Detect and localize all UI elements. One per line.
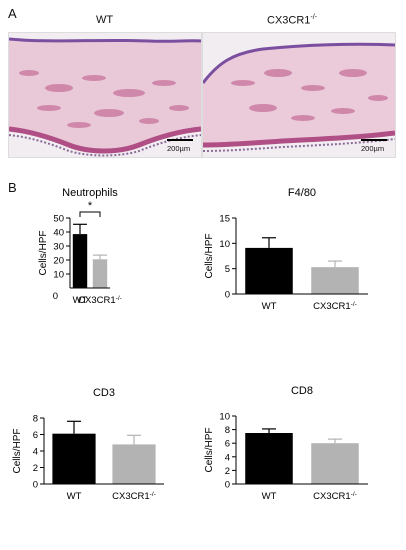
y-tick-label: 10 xyxy=(219,412,230,423)
tissue-section-wt-image xyxy=(9,33,201,157)
x-category-label: WT xyxy=(262,491,277,502)
y-tick-label: 5 xyxy=(225,264,230,275)
chart-cd8: CD8 Cells/HPF 0 2 4 6 8 10 WT CX3CR1-/- xyxy=(204,385,368,503)
y-tick-label: 10 xyxy=(53,270,64,281)
x-category-label: WT xyxy=(262,301,277,312)
y-tick-label-zero: 0 xyxy=(53,291,58,302)
y-axis-label: Cells/HPF xyxy=(204,233,215,278)
x-category-label: WT xyxy=(73,295,88,306)
bar-0 xyxy=(72,234,88,288)
y-tick-label: 8 xyxy=(225,425,230,436)
y-tick-label: 20 xyxy=(53,256,64,267)
bar-0 xyxy=(245,433,293,484)
y-tick-label: 30 xyxy=(53,242,64,253)
x-category-label: WT xyxy=(67,491,82,502)
chart-cd3: CD3 Cells/HPF 0 2 4 6 8 WT CX3CR1-/- xyxy=(12,387,164,503)
y-tick-label: 6 xyxy=(225,439,230,450)
chart-title: CD8 xyxy=(291,385,313,397)
chart-title: F4/80 xyxy=(288,187,316,199)
y-tick-label: 0 xyxy=(33,480,38,491)
bar-1 xyxy=(112,444,156,484)
bar-1 xyxy=(311,443,359,484)
y-tick-label: 15 xyxy=(219,214,230,225)
chart-title: Neutrophils xyxy=(62,187,118,199)
micrograph-ko-label: CX3CR1-/- xyxy=(267,14,318,27)
y-tick-label: 50 xyxy=(53,214,64,225)
y-tick-label: 10 xyxy=(219,239,230,250)
y-tick-label: 0 xyxy=(225,480,230,491)
tissue-section-ko-image xyxy=(203,33,395,157)
x-category-label: CX3CR1-/- xyxy=(313,491,357,503)
scale-bar-label-ko: 200µm xyxy=(361,144,385,153)
micrograph-wt-label: WT xyxy=(96,14,114,26)
scale-bar-label-wt: 200µm xyxy=(167,144,191,153)
y-tick-label: 0 xyxy=(225,290,230,301)
x-category-label: CX3CR1-/- xyxy=(112,491,156,503)
y-tick-label: 2 xyxy=(225,466,230,477)
bar-0 xyxy=(52,433,96,484)
panel-b-letter: B xyxy=(8,180,17,195)
chart-f4-80: F4/80 Cells/HPF 0 5 10 15 WT CX3CR1-/- xyxy=(204,187,368,313)
y-axis-label: Cells/HPF xyxy=(38,230,49,275)
panel-a-letter: A xyxy=(8,6,17,21)
scale-bar-wt xyxy=(167,139,193,141)
significance-bracket xyxy=(79,211,101,217)
bar-1 xyxy=(92,259,108,288)
micrograph-ko: 200µm xyxy=(202,32,396,158)
x-category-label: CX3CR1-/- xyxy=(313,301,357,313)
y-tick-label: 4 xyxy=(33,447,38,458)
x-category-label: CX3CR1-/- xyxy=(78,295,122,307)
bar-1 xyxy=(311,267,359,294)
y-tick-label: 6 xyxy=(33,430,38,441)
chart-neutrophils: Neutrophils Cells/HPF 10 20 30 40 50 0 WTCX3CR1-… xyxy=(38,187,122,307)
micrograph-wt: 200µm xyxy=(8,32,202,158)
chart-title: CD3 xyxy=(93,387,115,399)
y-tick-label: 4 xyxy=(225,452,230,463)
y-tick-label: 8 xyxy=(33,414,38,425)
y-axis-label: Cells/HPF xyxy=(12,428,23,473)
significance-marker: * xyxy=(88,200,93,212)
scale-bar-ko xyxy=(361,139,387,141)
bar-0 xyxy=(245,247,293,294)
y-tick-label: 2 xyxy=(33,463,38,474)
y-tick-label: 40 xyxy=(53,228,64,239)
y-axis-label: Cells/HPF xyxy=(204,427,215,472)
